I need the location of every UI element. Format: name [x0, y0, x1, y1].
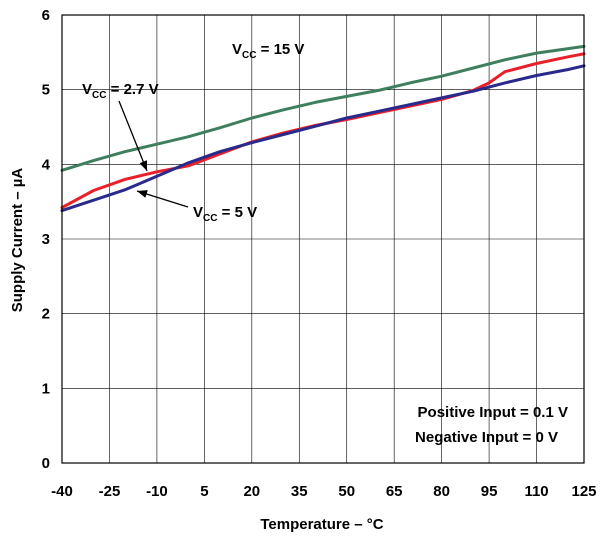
- series-group: [60, 44, 586, 213]
- y-tick-label: 4: [42, 156, 51, 173]
- y-tick-label: 2: [42, 306, 50, 323]
- y-tick-label: 0: [42, 455, 50, 472]
- plot-frame: [61, 14, 585, 464]
- x-axis-title: Temperature – °C: [260, 516, 383, 533]
- x-tick-label: -10: [146, 483, 168, 500]
- x-tick-label: 80: [433, 483, 450, 500]
- y-tick-label: 1: [42, 380, 50, 397]
- x-tick-label: 110: [524, 483, 548, 500]
- y-axis-title: Supply Current – µA: [9, 168, 26, 313]
- arrowhead-vcc5: [137, 190, 148, 198]
- y-tick-label: 6: [42, 7, 50, 24]
- x-tick-label: 5: [200, 483, 208, 500]
- series-line-vcc5: [60, 64, 586, 213]
- x-tick-label: -25: [99, 483, 121, 500]
- x-tick-label: 20: [243, 483, 260, 500]
- arrowhead-vcc27: [139, 160, 147, 171]
- x-tick-labels: -40 -25 -10 5 20 35 50 65 80 95 110 125: [51, 483, 596, 500]
- note-negative-input: Negative Input = 0 V: [415, 429, 558, 446]
- x-tick-label: 35: [291, 483, 308, 500]
- arrow-vcc27: [118, 100, 148, 172]
- x-tick-label: -40: [51, 483, 73, 500]
- label-vcc27: VCC = 2.7 V: [82, 81, 159, 101]
- y-tick-label: 5: [42, 82, 50, 99]
- x-tick-label: 50: [338, 483, 355, 500]
- annotations: VCC = 15 V VCC = 2.7 V VCC = 5 V: [82, 41, 304, 224]
- series-line-vcc15: [60, 44, 586, 172]
- y-tick-label: 3: [42, 231, 50, 248]
- plot-border: [61, 14, 585, 464]
- label-vcc15: VCC = 15 V: [232, 41, 304, 61]
- grid: [62, 15, 584, 463]
- label-vcc5: VCC = 5 V: [193, 204, 257, 224]
- x-tick-label: 95: [481, 483, 498, 500]
- y-tick-labels: 0 1 2 3 4 5 6: [42, 7, 51, 472]
- x-tick-label: 125: [571, 483, 596, 500]
- note-positive-input: Positive Input = 0.1 V: [418, 404, 568, 421]
- x-tick-label: 65: [386, 483, 403, 500]
